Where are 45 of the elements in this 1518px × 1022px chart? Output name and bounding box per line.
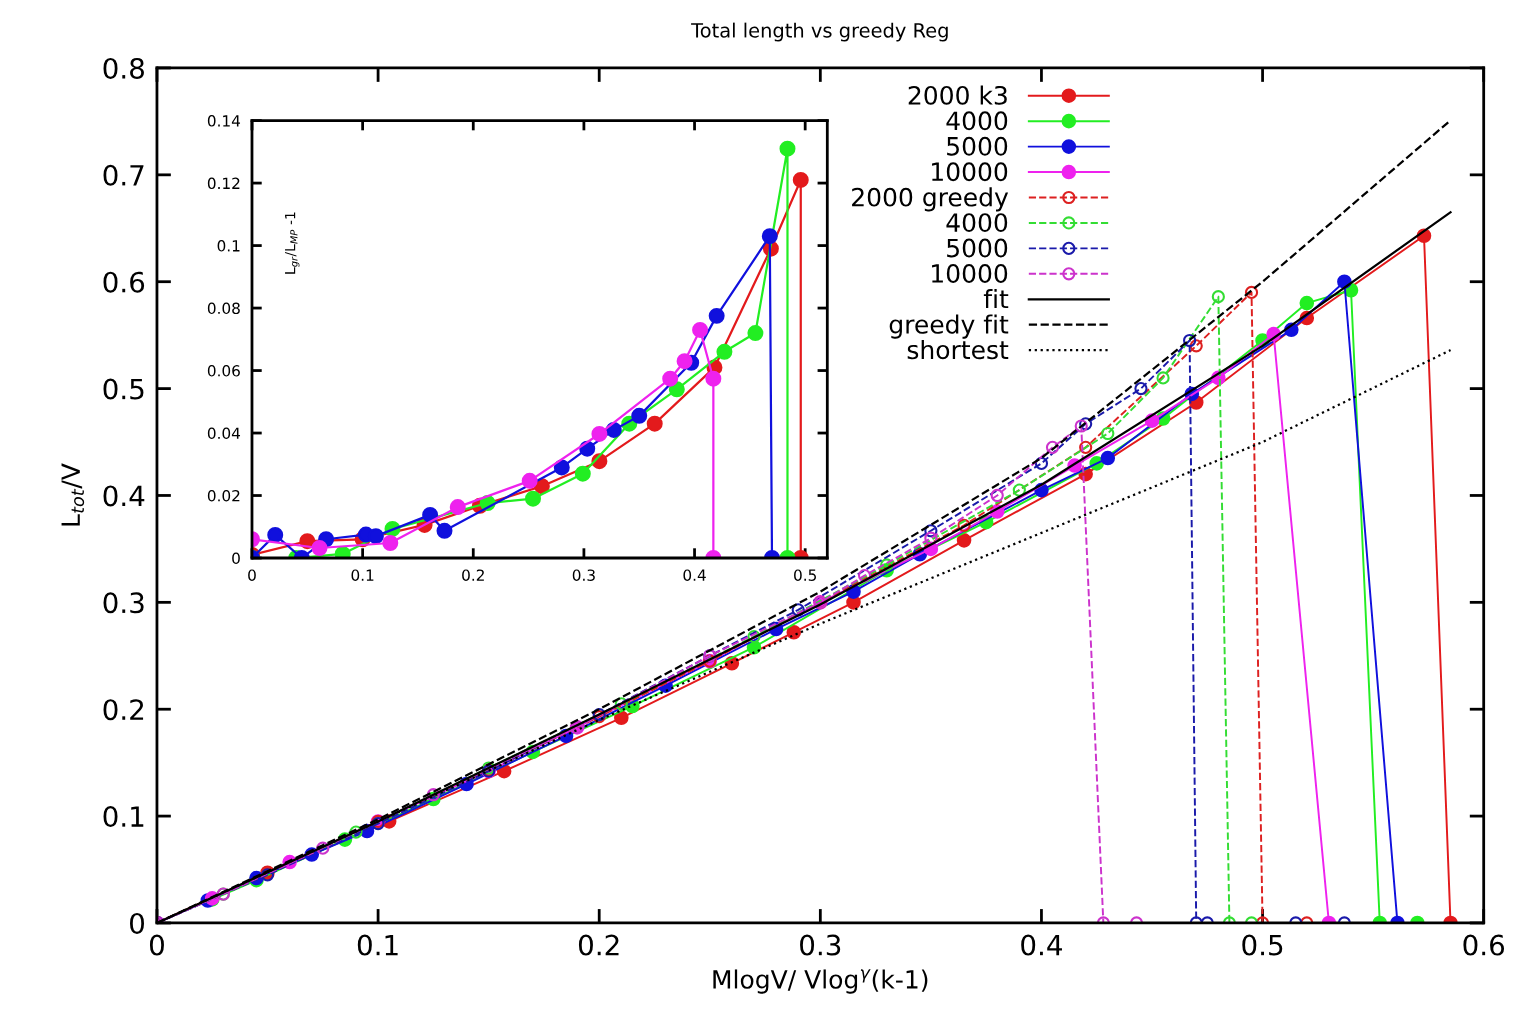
legend-label: 5000 (947, 238, 1008, 258)
x-tick-label: 0 (149, 934, 164, 956)
x-tick-label: 0.5 (794, 569, 816, 581)
legend-label: 4000 (946, 213, 1008, 233)
x-tick-label: 0.1 (357, 934, 398, 956)
x-tick-label: 0.2 (462, 569, 484, 581)
legend-label: 2000 k3 (908, 85, 1007, 105)
y-tick-label: 0.1 (217, 240, 240, 252)
y-tick-label: 0 (232, 552, 240, 565)
x-tick-label: 0.1 (351, 569, 374, 581)
x-axis-title: MlogV/ Vlog$^{γ}$(k-1) (713, 969, 928, 994)
legend-label: shortest (907, 339, 1009, 360)
y-tick-label: 0.6 (103, 271, 145, 293)
legend-label: 10000 (932, 264, 1008, 283)
x-tick-label: 0.3 (800, 934, 841, 956)
x-tick-label: 0.5 (1242, 934, 1283, 956)
y-tick-label: 0.04 (207, 427, 241, 440)
y-tick-label: 0.3 (103, 592, 144, 614)
x-tick-label: 0.3 (572, 569, 595, 581)
x-tick-label: 0.6 (1463, 934, 1505, 956)
legend-label: greedy fit (889, 314, 1009, 339)
y-tick-label: 0.08 (207, 302, 240, 315)
y-tick-label: 0 (130, 912, 145, 934)
y-tick-label: 0.02 (207, 489, 240, 502)
y-tick-label: 0.14 (207, 115, 241, 127)
y-tick-label: 0.1 (103, 806, 144, 828)
y-tick-label: 0.12 (207, 177, 240, 190)
legend-label: 10000 (932, 162, 1008, 182)
legend-label: 2000 greedy (852, 187, 1009, 212)
y-axis-title: L$_{gr}$/L$_{MP}$ -1 (285, 212, 300, 274)
x-tick-label: 0.2 (578, 934, 619, 956)
x-tick-label: 0 (248, 569, 256, 581)
y-axis-title: L$_{tot}$/V (61, 463, 85, 526)
y-tick-label: 0.8 (103, 57, 144, 79)
y-tick-label: 0.7 (103, 164, 144, 186)
legend-label: 4000 (946, 111, 1008, 131)
y-tick-label: 0.06 (207, 365, 240, 377)
chart-title: Total length vs greedy Reg (691, 22, 948, 42)
x-tick-label: 0.4 (683, 569, 706, 581)
y-tick-label: 0.5 (103, 378, 144, 400)
y-tick-label: 0.2 (103, 699, 144, 721)
x-tick-label: 0.4 (1021, 934, 1062, 956)
legend-label: 5000 (947, 136, 1008, 156)
y-tick-label: 0.4 (103, 485, 145, 507)
legend-label: fit (983, 289, 1009, 309)
